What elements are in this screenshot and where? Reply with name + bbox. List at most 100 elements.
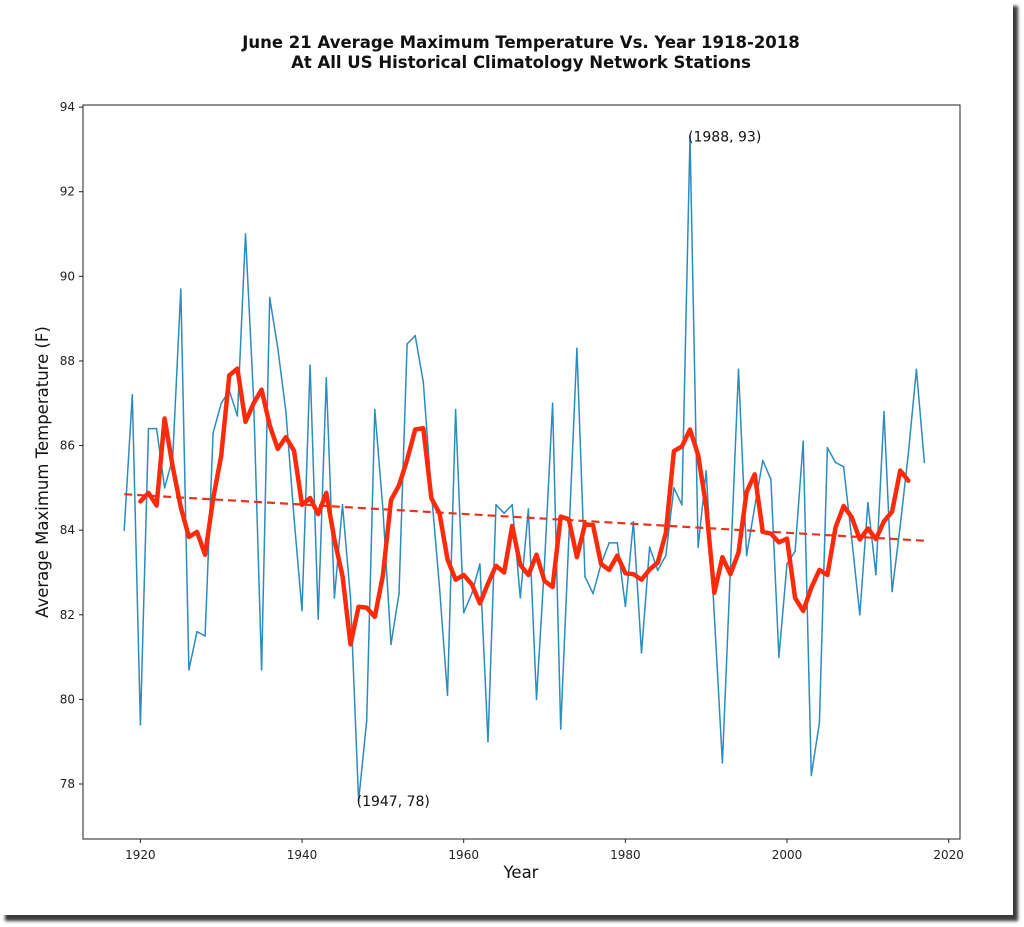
data-point-annual [737, 368, 740, 371]
data-point-annual [567, 537, 570, 540]
data-point-annual [697, 546, 699, 548]
data-point-annual [212, 432, 214, 434]
data-point-annual [139, 723, 142, 726]
data-point-annual [899, 525, 901, 527]
data-point-annual [713, 613, 716, 616]
data-point-annual [204, 635, 206, 637]
data-point-annual [293, 516, 295, 519]
data-point-annual [454, 408, 457, 411]
y-axis: 78 80 82 84 86 88 90 92 94 [60, 100, 83, 791]
data-point-annual [907, 453, 910, 455]
data-point-annual [745, 554, 748, 557]
x-tick-label: 2020 [933, 848, 964, 862]
data-point-annual [414, 334, 417, 337]
data-point-annual [333, 597, 336, 599]
data-point-annual [301, 609, 303, 612]
y-tick-label: 88 [60, 354, 75, 368]
data-point-annual [923, 461, 926, 464]
data-point-annual [689, 135, 691, 138]
data-point-annual [390, 643, 392, 646]
data-point-annual [276, 347, 279, 350]
data-point-annual [341, 503, 344, 506]
data-point-annual [559, 728, 562, 730]
x-axis-label: Year [503, 863, 539, 882]
data-point-annual [826, 446, 829, 449]
data-point-annual [875, 573, 877, 576]
data-point-annual [446, 694, 449, 696]
data-point-annual [656, 569, 659, 572]
y-tick-label: 94 [60, 100, 75, 114]
trend-line [124, 493, 925, 542]
data-point-annual [883, 410, 885, 413]
data-point-annual [915, 368, 918, 371]
data-point-annual [373, 408, 376, 411]
data-point-annual [527, 508, 530, 510]
data-point-annual [616, 542, 619, 544]
data-point-annual [260, 668, 263, 671]
data-point-annual [850, 537, 853, 540]
series-line-moving-average [138, 366, 911, 647]
data-point-annual [147, 427, 150, 430]
data-point-annual [285, 410, 287, 413]
y-tick-label: 82 [60, 608, 75, 622]
data-point-annual [794, 550, 796, 553]
data-point-annual [131, 393, 134, 396]
y-tick-label: 84 [60, 523, 75, 537]
data-point-annual [155, 427, 158, 430]
data-point-annual [325, 377, 328, 379]
x-tick-label: 1980 [610, 848, 641, 862]
data-point-annual [664, 554, 667, 557]
y-tick-label: 78 [60, 777, 75, 791]
data-point-annual [834, 461, 837, 464]
data-point-annual [632, 520, 635, 523]
data-point-annual [753, 506, 756, 508]
data-point-annual [867, 501, 869, 504]
data-point-annual [123, 529, 126, 531]
data-point-annual [721, 762, 724, 764]
x-tick-label: 1960 [448, 848, 479, 862]
data-point-annual [543, 563, 546, 565]
data-point-annual [786, 563, 788, 565]
annotation-label: (1947, 78) [357, 794, 430, 810]
y-tick-label: 92 [60, 185, 75, 199]
data-point-annual [858, 613, 861, 616]
data-point-annual [268, 296, 271, 299]
data-point-annual [487, 740, 489, 743]
data-point-annual [357, 800, 360, 802]
annotations: (1988, 93) (1947, 78) [357, 130, 762, 810]
annotation-label: (1988, 93) [688, 130, 761, 146]
series-line-annual [123, 135, 926, 802]
data-point-annual [681, 503, 683, 506]
data-point-annual [406, 343, 408, 345]
data-point-annual [503, 512, 505, 515]
data-point-annual [551, 402, 554, 405]
data-point-annual [382, 508, 384, 510]
data-point-annual [802, 440, 804, 443]
data-point-annual [196, 630, 198, 633]
data-point-annual [673, 487, 675, 489]
data-point-annual [624, 605, 627, 608]
x-tick-label: 2000 [772, 848, 803, 862]
data-point-annual [584, 575, 586, 578]
data-point-annual [592, 592, 594, 595]
axes-frame [82, 104, 961, 840]
chart-subtitle: At All US Historical Climatology Network… [291, 53, 751, 72]
data-point-annual [576, 347, 578, 350]
y-axis-label: Average Maximum Temperature (F) [33, 326, 52, 618]
data-point-annual [462, 611, 465, 614]
y-tick-label: 86 [60, 439, 75, 453]
plot-area [123, 135, 926, 802]
data-point-annual [535, 698, 538, 701]
data-point-annual [317, 618, 320, 620]
data-point-annual [519, 597, 522, 599]
data-point-annual [309, 364, 311, 366]
x-tick-label: 1920 [125, 848, 156, 862]
chart-title: June 21 Average Maximum Temperature Vs. … [241, 33, 800, 52]
data-point-annual [180, 288, 182, 290]
data-point-annual [470, 592, 473, 595]
data-point-annual [761, 459, 764, 462]
data-point-annual [511, 503, 514, 506]
data-point-annual [608, 542, 610, 544]
data-point-annual [349, 597, 352, 599]
